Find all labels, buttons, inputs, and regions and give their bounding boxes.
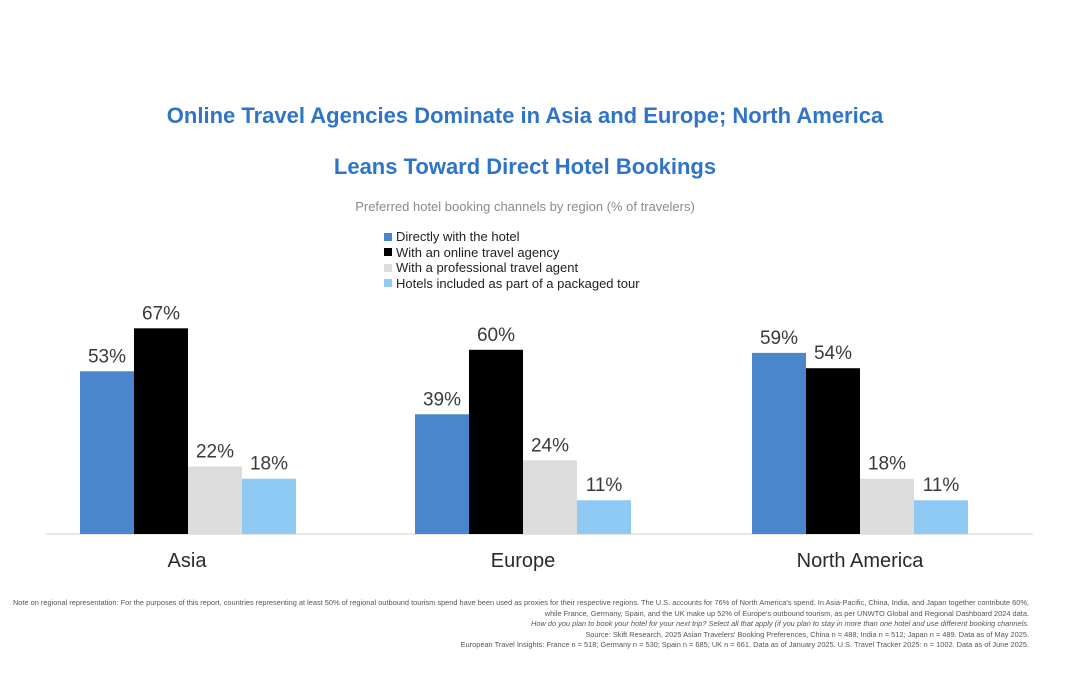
data-label-asia-series-2: 22% (196, 441, 234, 462)
bar-asia-series-2 (188, 466, 242, 534)
bar-north-america-series-0 (752, 352, 806, 534)
bar-north-america-series-1 (806, 368, 860, 534)
data-label-north-america-series-0: 59% (760, 328, 798, 349)
legend-swatch-agent (384, 263, 392, 272)
legend-swatch-direct (384, 232, 392, 241)
data-label-north-america-series-3: 11% (923, 475, 960, 496)
bar-asia-series-1 (134, 328, 188, 534)
data-label-europe-series-1: 60% (477, 325, 515, 346)
chart-title-line-2: Leans Toward Direct Hotel Bookings (333, 154, 717, 179)
bar-north-america-series-3 (914, 500, 968, 534)
data-label-north-america-series-2: 18% (868, 454, 906, 475)
bar-europe-series-0 (415, 414, 469, 534)
data-label-asia-series-1: 67% (142, 303, 180, 324)
note-source: Source: Skift Research, 2025 Asian Trave… (585, 629, 1029, 639)
category-label-north-america: North America (797, 550, 925, 572)
bar-europe-series-3 (577, 500, 631, 534)
bar-asia-series-0 (80, 371, 134, 534)
data-label-europe-series-2: 24% (531, 435, 569, 456)
data-label-asia-series-0: 53% (88, 346, 126, 367)
data-label-europe-series-0: 39% (423, 389, 461, 410)
legend-item-package: Hotels included as part of a packaged to… (384, 276, 640, 292)
data-label-asia-series-3: 18% (250, 454, 288, 475)
chart-subtitle: Preferred hotel booking channels by regi… (355, 199, 695, 214)
data-label-europe-series-3: 11% (586, 475, 623, 496)
bar-europe-series-2 (523, 460, 577, 534)
legend-item-direct: Directly with the hotel (384, 229, 640, 245)
legend-label-direct: Directly with the hotel (396, 229, 520, 245)
note-european-insights: European Travel Insights: France n = 518… (460, 640, 1029, 650)
category-label-europe: Europe (491, 550, 556, 572)
bar-chart: 53% 67% 22% 18% Asia 39% 60% 24% 11% Europe 59% 54%… (46, 303, 1033, 572)
legend-swatch-package (384, 279, 392, 288)
data-label-north-america-series-1: 54% (814, 343, 852, 364)
bar-north-america-series-2 (860, 478, 914, 534)
bar-europe-series-1 (469, 349, 523, 534)
chart-legend: Directly with the hotel With an online t… (384, 229, 640, 291)
legend-label-ota: With an online travel agency (396, 244, 560, 260)
legend-item-ota: With an online travel agency (384, 245, 640, 261)
chart-title-line-1: Online Travel Agencies Dominate in Asia … (166, 103, 884, 128)
legend-swatch-ota (384, 248, 392, 257)
bar-asia-series-3 (242, 478, 296, 534)
legend-label-agent: With a professional travel agent (396, 260, 579, 276)
note-survey-question: How do you plan to book your hotel for y… (531, 619, 1029, 629)
note-regional-representation: Note on regional representation: For the… (12, 598, 1029, 618)
category-label-asia: Asia (168, 550, 208, 572)
legend-item-agent: With a professional travel agent (384, 260, 640, 276)
legend-label-package: Hotels included as part of a packaged to… (396, 275, 640, 291)
footnotes: Note on regional representation: For the… (12, 598, 1029, 651)
